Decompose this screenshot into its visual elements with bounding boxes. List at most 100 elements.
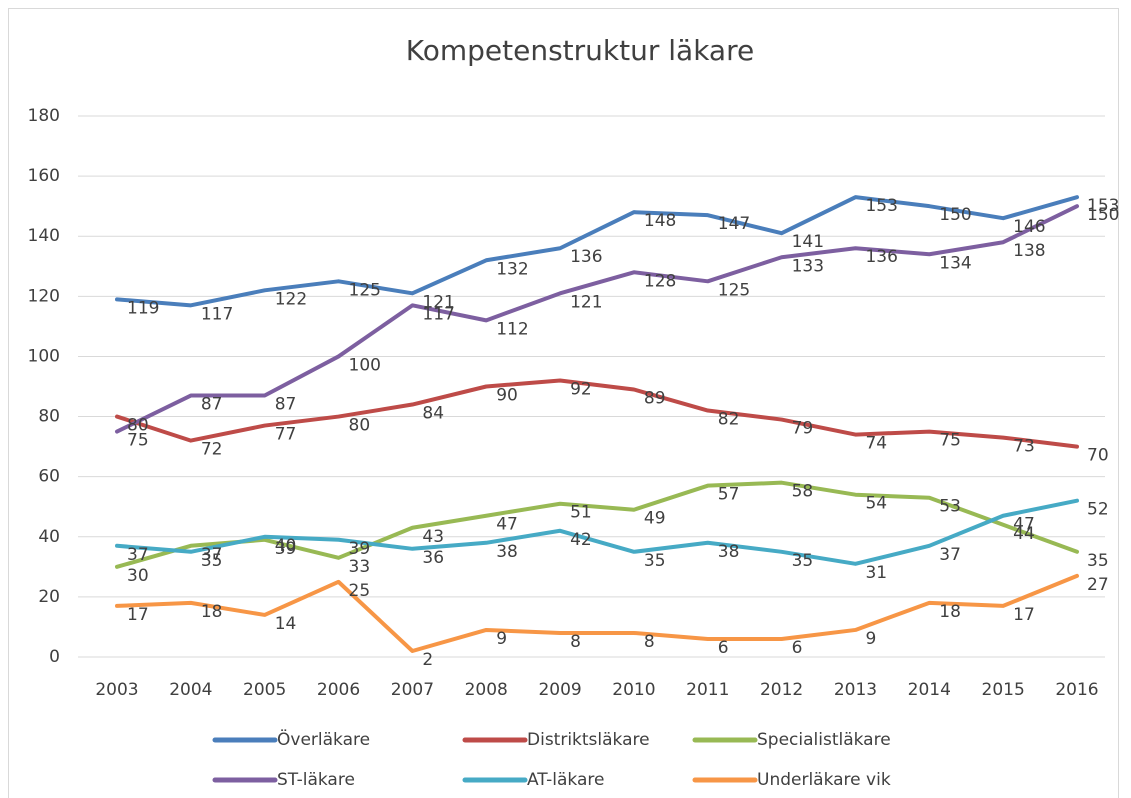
y-tick-label: 60 [38, 467, 60, 487]
x-tick-label: 2016 [1055, 680, 1098, 700]
data-label: 39 [275, 539, 297, 559]
data-label: 73 [1013, 437, 1035, 457]
x-tick-label: 2015 [982, 680, 1025, 700]
data-label: 119 [127, 298, 159, 318]
x-tick-label: 2003 [95, 680, 138, 700]
chart-frame [8, 8, 1119, 798]
data-label: 125 [718, 280, 750, 300]
chart-title: Kompetenstruktur läkare [406, 34, 754, 67]
x-tick-label: 2009 [538, 680, 581, 700]
y-tick-label: 20 [38, 587, 60, 607]
legend-label: Underläkare vik [757, 770, 891, 790]
legend-label: Överläkare [277, 728, 370, 750]
data-label: 80 [349, 416, 371, 436]
data-label: 8 [644, 632, 655, 652]
y-tick-label: 40 [38, 527, 60, 547]
data-label: 47 [496, 515, 518, 535]
data-label: 37 [127, 545, 149, 565]
data-label: 141 [792, 232, 824, 252]
data-label: 44 [1013, 524, 1035, 544]
data-label: 121 [570, 292, 602, 312]
data-label: 82 [718, 410, 740, 430]
data-label: 35 [201, 551, 223, 571]
data-label: 36 [422, 548, 444, 568]
data-label: 146 [1013, 217, 1045, 237]
series-line [115, 378, 1079, 449]
data-label: 47 [1013, 515, 1035, 535]
data-label: 100 [349, 355, 381, 375]
data-label: 72 [201, 440, 223, 460]
data-label: 74 [865, 434, 887, 454]
data-label: 53 [939, 497, 961, 517]
data-label: 25 [349, 581, 371, 601]
y-tick-label: 180 [28, 106, 60, 126]
data-label: 125 [349, 280, 381, 300]
data-label: 117 [422, 304, 454, 324]
y-tick-label: 0 [49, 647, 60, 667]
data-label: 75 [939, 431, 961, 451]
data-label: 6 [718, 638, 729, 658]
data-label: 37 [201, 545, 223, 565]
data-label: 49 [644, 509, 666, 529]
data-label: 35 [792, 551, 814, 571]
legend-label: AT-läkare [527, 770, 604, 790]
data-label: 38 [718, 542, 740, 562]
data-label: 87 [275, 395, 297, 415]
data-label: 43 [422, 527, 444, 547]
data-label: 27 [1087, 575, 1109, 595]
data-label: 136 [865, 247, 897, 267]
data-label: 57 [718, 485, 740, 505]
data-label: 153 [865, 196, 897, 216]
y-tick-label: 120 [28, 286, 60, 306]
data-label: 54 [865, 494, 887, 514]
data-label: 38 [496, 542, 518, 562]
legend-label: ST-läkare [277, 770, 355, 790]
data-label: 136 [570, 247, 602, 267]
data-label: 37 [939, 545, 961, 565]
x-tick-label: 2008 [465, 680, 508, 700]
data-label: 150 [939, 205, 971, 225]
series-line [115, 573, 1079, 653]
data-label: 9 [496, 629, 507, 649]
series-line [115, 195, 1079, 308]
x-tick-label: 2007 [391, 680, 434, 700]
data-label: 112 [496, 319, 528, 339]
data-label: 117 [201, 304, 233, 324]
data-label: 6 [792, 638, 803, 658]
data-label: 18 [939, 602, 961, 622]
x-tick-label: 2013 [834, 680, 877, 700]
data-label: 30 [127, 566, 149, 586]
x-tick-label: 2014 [908, 680, 951, 700]
data-label: 42 [570, 530, 592, 550]
x-tick-label: 2012 [760, 680, 803, 700]
data-label: 17 [1013, 605, 1035, 625]
data-label: 75 [127, 431, 149, 451]
data-label: 87 [201, 395, 223, 415]
data-label: 58 [792, 482, 814, 502]
x-tick-label: 2004 [169, 680, 212, 700]
data-label: 2 [422, 650, 433, 670]
data-label: 122 [275, 289, 307, 309]
series-line [115, 480, 1079, 569]
data-label: 89 [644, 389, 666, 409]
data-label: 90 [496, 386, 518, 406]
legend-label: Distriktsläkare [527, 730, 650, 750]
data-label: 31 [865, 563, 887, 583]
data-label: 134 [939, 253, 971, 273]
data-label: 147 [718, 214, 750, 234]
data-label: 77 [275, 425, 297, 445]
data-label: 18 [201, 602, 223, 622]
data-label: 51 [570, 503, 592, 523]
data-label: 70 [1087, 446, 1109, 466]
x-tick-label: 2006 [317, 680, 360, 700]
data-label: 132 [496, 259, 528, 279]
data-label: 39 [349, 539, 371, 559]
y-tick-label: 100 [28, 346, 60, 366]
data-label: 80 [127, 416, 149, 436]
data-label: 92 [570, 379, 592, 399]
data-label: 133 [792, 256, 824, 276]
data-label: 52 [1087, 500, 1109, 520]
x-tick-label: 2010 [612, 680, 655, 700]
data-label: 128 [644, 271, 676, 291]
